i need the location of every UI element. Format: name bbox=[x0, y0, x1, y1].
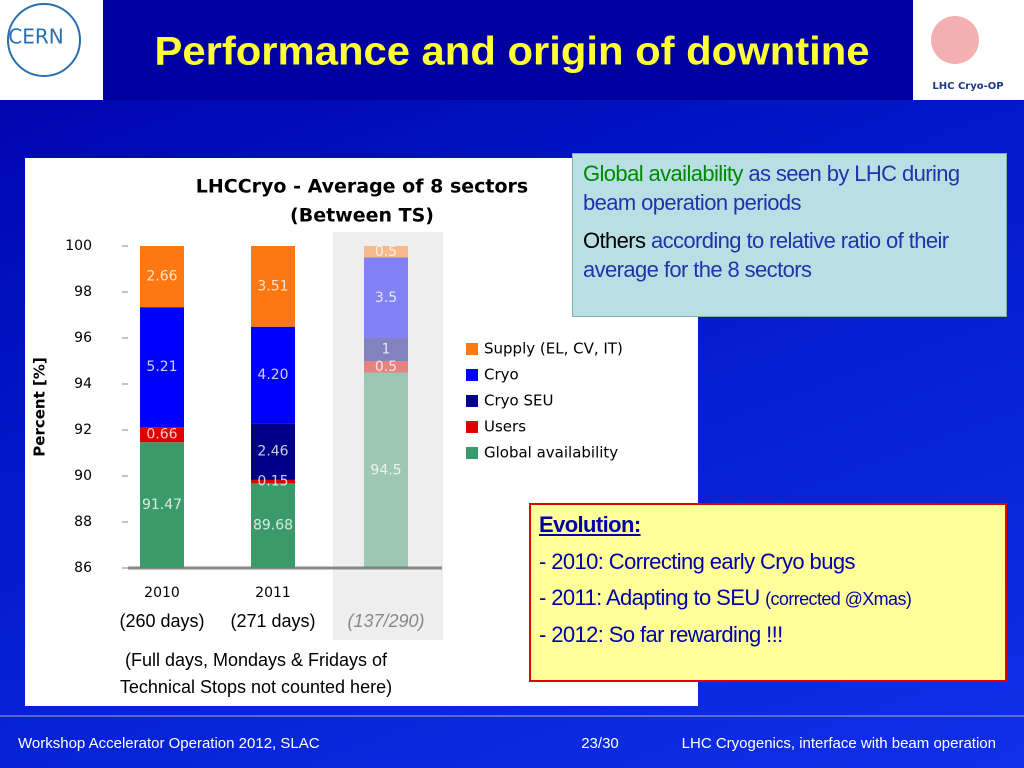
line: - 2010: Correcting early Cryo bugs bbox=[539, 548, 855, 574]
logo-left-box bbox=[0, 0, 103, 100]
logo-ring bbox=[7, 3, 81, 77]
bar-segment bbox=[364, 257, 408, 338]
data-label: 2.66 bbox=[146, 269, 177, 285]
x-sub-label: (271 days) bbox=[230, 611, 315, 631]
x-tick-label: 2010 bbox=[144, 585, 180, 601]
text: according to relative ratio of their ave… bbox=[583, 228, 949, 282]
header-bar bbox=[0, 0, 1024, 100]
note: (Full days, Mondays & Fridays of bbox=[125, 650, 388, 670]
bar-segment bbox=[364, 361, 408, 373]
legend-swatch bbox=[466, 395, 478, 407]
bar-segment bbox=[364, 372, 408, 568]
faded-background bbox=[333, 232, 443, 640]
data-label: 89.68 bbox=[253, 518, 293, 534]
data-label: 0.5 bbox=[375, 359, 397, 375]
legend-label: Users bbox=[484, 418, 526, 436]
heading: Evolution: bbox=[539, 512, 641, 537]
chart-title: LHCCryo - Average of 8 sectors bbox=[196, 176, 528, 198]
highlight: Global availability bbox=[583, 161, 743, 186]
y-tick-label: 86 bbox=[74, 560, 92, 576]
bar-stack bbox=[364, 246, 408, 568]
bar-segment bbox=[364, 246, 408, 258]
bar-stack bbox=[251, 246, 295, 568]
paragraph: Others according to relative ratio of th… bbox=[583, 227, 996, 284]
highlight: Others bbox=[583, 228, 646, 254]
legend-label: Global availability bbox=[484, 444, 618, 462]
data-label: 1 bbox=[382, 342, 391, 358]
legend-label: Cryo bbox=[484, 366, 519, 384]
y-tick-label: 100 bbox=[65, 238, 92, 254]
bar-segment bbox=[251, 479, 295, 484]
data-label: 94.5 bbox=[370, 462, 401, 478]
text: as seen by LHC during beam operation per… bbox=[583, 161, 960, 215]
evolution-box: Evolution: - 2010: Correcting early Cryo… bbox=[529, 503, 1007, 682]
bar-segment bbox=[251, 423, 295, 480]
footer-page: 23/30 bbox=[581, 735, 619, 752]
legend-swatch bbox=[466, 369, 478, 381]
data-label: 3.51 bbox=[257, 278, 288, 294]
bar-segment bbox=[251, 483, 295, 568]
bar-segment bbox=[140, 427, 184, 443]
paragraph: Global availability as seen by LHC durin… bbox=[583, 160, 996, 217]
data-label: 4.20 bbox=[257, 367, 288, 383]
data-label: 0.66 bbox=[146, 427, 177, 443]
bar-segment bbox=[140, 246, 184, 308]
y-tick-label: 98 bbox=[74, 284, 92, 300]
data-label: 0.5 bbox=[375, 244, 397, 260]
x-sub-label: (137/290) bbox=[347, 611, 424, 631]
text: - 2011: Adapting to SEU bbox=[539, 585, 760, 611]
data-label: 5.21 bbox=[146, 359, 177, 375]
data-label: 91.47 bbox=[142, 497, 182, 513]
y-tick-label: 96 bbox=[74, 330, 92, 346]
footer-right: LHC Cryogenics, interface with beam oper… bbox=[682, 735, 996, 752]
y-axis-label: Percent [%] bbox=[31, 357, 49, 456]
y-tick-label: 90 bbox=[74, 468, 92, 484]
legend-swatch bbox=[466, 447, 478, 459]
logo-left: CERN bbox=[8, 25, 63, 49]
legend-swatch bbox=[466, 343, 478, 355]
legend-label: Supply (EL, CV, IT) bbox=[484, 340, 623, 358]
bar-segment bbox=[140, 442, 184, 568]
y-tick-label: 92 bbox=[74, 422, 92, 438]
data-label: 0.15 bbox=[257, 474, 288, 490]
y-tick-label: 94 bbox=[74, 376, 92, 392]
legend-label: Cryo SEU bbox=[484, 392, 553, 410]
line: - 2011: Adapting to SEU (corrected @Xmas… bbox=[539, 584, 997, 613]
x-tick-label: 2011 bbox=[255, 585, 291, 601]
footer-left: Workshop Accelerator Operation 2012, SLA… bbox=[18, 735, 320, 752]
logo-right: LHC Cryo-OP bbox=[932, 81, 1003, 92]
note: Technical Stops not counted here) bbox=[120, 677, 392, 697]
logo-icon bbox=[931, 16, 979, 64]
bar-stack bbox=[140, 246, 184, 568]
chart-title: (Between TS) bbox=[290, 205, 434, 227]
x-sub-label: (260 days) bbox=[119, 611, 204, 631]
data-label: 2.46 bbox=[257, 444, 288, 460]
bar-segment bbox=[364, 338, 408, 361]
y-tick-label: 88 bbox=[74, 514, 92, 530]
availability-box: Global availability as seen by LHC durin… bbox=[572, 153, 1007, 317]
legend-swatch bbox=[466, 421, 478, 433]
bar-segment bbox=[251, 326, 295, 424]
text: (corrected @Xmas) bbox=[765, 589, 912, 610]
bar-segment bbox=[251, 246, 295, 327]
line: - 2012: So far rewarding !!! bbox=[539, 621, 783, 647]
data-label: 3.5 bbox=[375, 290, 397, 306]
slide-title: Performance and origin of downtine bbox=[155, 30, 870, 74]
bar-segment bbox=[140, 307, 184, 428]
